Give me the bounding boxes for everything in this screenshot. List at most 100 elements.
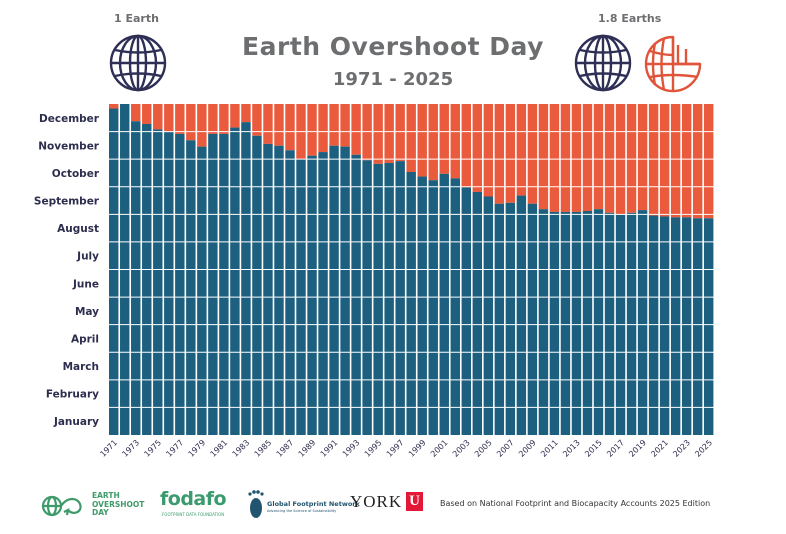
gridlines [109,131,715,408]
y-tick-october: October [52,168,100,180]
bar-remaining-2003 [461,187,471,435]
footprint-icon [248,490,264,518]
bar-remaining-2020 [648,215,659,435]
bar-remaining-1985 [263,143,273,435]
y-tick-march: March [63,361,99,373]
bar-overshoot-1996 [384,104,394,163]
y-tick-april: April [71,333,99,345]
chart-title: Earth Overshoot Day [242,32,544,61]
bars [109,104,714,436]
global-footprint-network-logo: Global Footprint Network Advancing the S… [247,486,360,522]
bar-remaining-2013 [571,211,582,435]
bar-overshoot-2019 [637,104,648,211]
bar-remaining-2011 [549,211,560,435]
bar-overshoot-1999 [417,104,427,177]
bar-remaining-2022 [670,217,681,435]
bar-remaining-1982 [230,127,240,436]
bar-overshoot-2021 [659,104,670,217]
x-tick-2013: 2013 [561,438,582,459]
globe-icon [109,34,167,92]
bar-overshoot-1983 [241,104,251,123]
x-tick-1991: 1991 [319,438,340,459]
x-tick-2025: 2025 [693,438,714,459]
bar-remaining-2007 [505,202,516,435]
bar-remaining-2010 [538,209,549,435]
one-earth-label: 1 Earth [114,12,159,25]
y-tick-september: September [34,196,100,208]
x-tick-1999: 1999 [407,438,428,459]
y-tick-january: January [53,416,99,428]
bar-remaining-1971 [109,108,119,436]
bar-overshoot-2010 [538,104,549,210]
bar-remaining-1984 [252,135,262,435]
logo-line-day: DAY [92,508,109,517]
x-tick-1987: 1987 [275,438,296,459]
bar-overshoot-1994 [362,104,372,161]
bar-overshoot-2018 [626,104,637,213]
x-tick-2017: 2017 [605,438,626,459]
y-axis-labels: January February March April May June July Augu… [34,113,100,428]
bar-overshoot-1986 [274,104,284,146]
bar-remaining-1976 [164,132,174,435]
bar-overshoot-2011 [549,104,560,212]
york-u-badge: U [406,492,423,511]
partial-globe-icon [644,35,702,93]
x-tick-1973: 1973 [120,438,141,459]
bar-remaining-1975 [153,129,163,435]
fodafo-tagline: FOOTPRINT DATA FOUNDATION [162,512,225,517]
bar-overshoot-1995 [373,104,383,164]
bar-remaining-1997 [395,161,405,435]
bar-remaining-1978 [186,140,196,435]
bar-overshoot-1992 [340,104,350,147]
bar-remaining-2015 [593,209,604,435]
fodafo-wordmark: fodafo [160,488,227,510]
bar-remaining-2019 [637,210,648,435]
bar-overshoot-1977 [175,104,185,134]
bar-remaining-2021 [659,216,670,435]
bar-remaining-1991 [329,145,339,435]
bar-overshoot-2016 [604,104,615,213]
bar-overshoot-2015 [593,104,604,210]
bar-overshoot-1971 [109,104,119,109]
bar-overshoot-1975 [153,104,163,130]
bar-overshoot-2004 [472,104,483,192]
bar-remaining-1977 [175,133,185,435]
bar-remaining-1987 [285,150,295,435]
data-source-note: Based on National Footprint and Biocapac… [440,499,711,508]
bar-overshoot-2006 [494,104,505,204]
x-tick-1995: 1995 [363,438,384,459]
x-tick-1975: 1975 [142,438,163,459]
bar-overshoot-2022 [670,104,681,218]
chart-subtitle: 1971 - 2025 [332,69,454,90]
bar-overshoot-1989 [307,104,317,156]
bar-overshoot-1985 [263,104,273,144]
x-tick-1981: 1981 [209,438,230,459]
bar-overshoot-2012 [560,104,571,212]
bar-remaining-1986 [274,145,284,435]
bar-remaining-2024 [692,218,703,435]
y-tick-july: July [76,251,99,263]
bar-overshoot-1998 [406,104,416,173]
york-wordmark: YORK [350,492,403,511]
globe-icon-right [574,34,632,92]
bar-overshoot-1990 [318,104,328,153]
x-tick-2021: 2021 [649,438,670,459]
bar-overshoot-1997 [395,104,405,162]
bar-remaining-2008 [516,195,527,435]
x-tick-2007: 2007 [495,438,516,459]
bar-remaining-2025 [703,218,714,435]
earth-overshoot-day-logo: EARTH OVERSHOOT DAY [40,488,160,524]
bar-remaining-2002 [450,178,460,436]
bar-remaining-2016 [604,212,615,435]
x-tick-1989: 1989 [297,438,318,459]
x-tick-1985: 1985 [253,438,274,459]
x-tick-2011: 2011 [539,438,560,459]
bar-overshoot-2001 [439,104,449,174]
fodafo-logo: fodafo FOOTPRINT DATA FOUNDATION [160,488,240,524]
x-tick-1997: 1997 [385,438,406,459]
gfn-wordmark: Global Footprint Network [267,500,360,508]
bar-remaining-1992 [340,146,350,435]
bar-overshoot-1973 [131,104,141,122]
bar-remaining-1973 [131,121,141,436]
